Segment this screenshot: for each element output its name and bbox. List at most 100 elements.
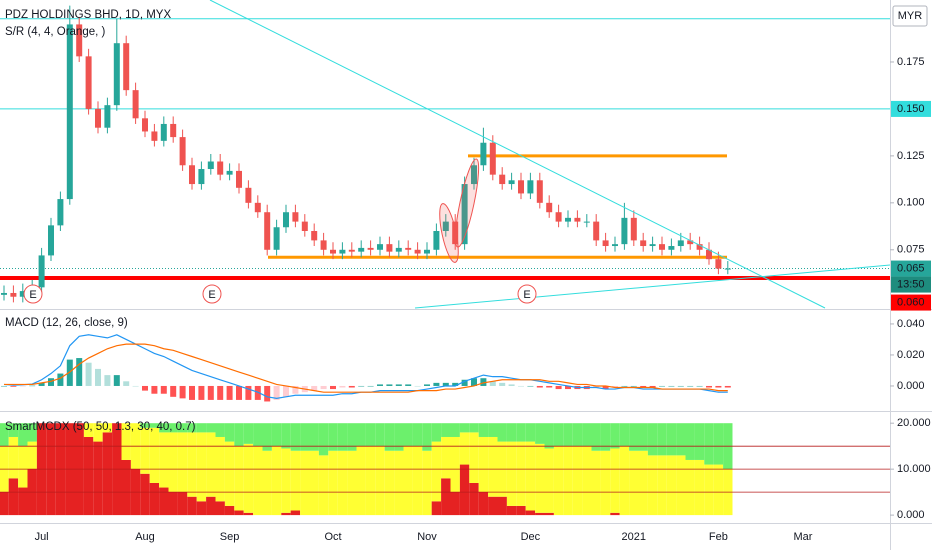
smart-bar bbox=[497, 496, 507, 516]
currency-box[interactable] bbox=[892, 5, 928, 27]
candle-body bbox=[630, 217, 637, 241]
x-tick-label: Oct bbox=[324, 531, 341, 543]
smart-bar bbox=[365, 423, 376, 447]
candle-body bbox=[546, 202, 553, 213]
smart-bar bbox=[591, 423, 601, 451]
candle-body bbox=[320, 240, 327, 250]
candle-body bbox=[518, 180, 524, 194]
smart-bar bbox=[102, 423, 113, 433]
smart-bar bbox=[18, 446, 28, 488]
candle-body bbox=[226, 170, 233, 175]
candle-body bbox=[113, 43, 120, 106]
smart-bar bbox=[309, 423, 319, 451]
smart-bar bbox=[215, 501, 225, 516]
smart-bar bbox=[544, 512, 554, 516]
macd-histogram-bar bbox=[123, 381, 130, 386]
macd-histogram-bar bbox=[10, 385, 17, 387]
smart-bar bbox=[253, 446, 263, 516]
smart-bar bbox=[450, 436, 460, 493]
candle-body bbox=[19, 291, 26, 297]
candle-body bbox=[536, 180, 543, 203]
smart-bar bbox=[694, 423, 705, 460]
smart-bar bbox=[300, 423, 310, 451]
smart-bar bbox=[666, 423, 677, 456]
y-tick-label: 0.075 bbox=[897, 244, 925, 256]
smart-bar bbox=[469, 482, 479, 516]
smart-bar bbox=[657, 455, 667, 516]
macd-histogram-bar bbox=[113, 375, 120, 386]
macd-histogram-bar bbox=[602, 385, 609, 390]
macd-histogram-bar bbox=[283, 385, 289, 397]
smart-bar bbox=[441, 423, 451, 437]
candle-body bbox=[198, 169, 205, 185]
candle-body bbox=[489, 142, 496, 175]
y-tick-label: 0.000 bbox=[897, 380, 925, 392]
smart-bar bbox=[196, 501, 207, 516]
smart-bar bbox=[271, 423, 282, 447]
smart-bar bbox=[441, 478, 451, 516]
macd-title: MACD (12, 26, close, 9) bbox=[5, 317, 128, 329]
macd-histogram-bar bbox=[95, 368, 101, 386]
candle-body bbox=[132, 90, 139, 119]
macd-histogram-bar bbox=[292, 385, 299, 394]
smart-bar bbox=[685, 459, 695, 516]
smart-bar bbox=[281, 448, 291, 513]
smart-bar bbox=[140, 473, 150, 516]
smart-bar bbox=[168, 432, 178, 493]
smart-bar bbox=[619, 446, 630, 516]
smart-bar bbox=[422, 423, 432, 451]
smart-bar bbox=[196, 432, 207, 502]
y-tick-label: 0.000 bbox=[897, 509, 925, 521]
smart-bar bbox=[347, 450, 357, 516]
macd-histogram-bar bbox=[640, 385, 647, 388]
event-marker bbox=[23, 284, 43, 304]
macd-histogram-bar bbox=[377, 384, 383, 386]
smart-bar bbox=[563, 446, 573, 516]
x-tick-label: Sep bbox=[220, 531, 240, 543]
macd-histogram-bar bbox=[546, 385, 553, 388]
candle-body bbox=[621, 217, 628, 245]
candle-body bbox=[442, 221, 449, 231]
last-price-label: 0.065 bbox=[897, 262, 925, 274]
smart-bar bbox=[384, 450, 395, 516]
currency[interactable]: MYR bbox=[898, 10, 923, 22]
price-label-box bbox=[891, 100, 931, 117]
smart-bar bbox=[140, 423, 150, 428]
smart-bar bbox=[610, 423, 620, 449]
macd-histogram-bar bbox=[621, 385, 628, 387]
smart-bar bbox=[159, 487, 169, 516]
smart-bar bbox=[394, 450, 404, 516]
macd-histogram-bar bbox=[489, 381, 496, 386]
smart-bar bbox=[431, 441, 442, 502]
macd-histogram-bar bbox=[330, 385, 336, 390]
macd-histogram-bar bbox=[358, 385, 365, 387]
candle-body bbox=[217, 161, 224, 175]
candle-body bbox=[424, 249, 430, 254]
smart-bar bbox=[262, 450, 272, 516]
candle-body bbox=[574, 217, 581, 222]
smart-bar bbox=[384, 423, 395, 451]
smart-bar bbox=[431, 423, 442, 442]
smart-bar bbox=[713, 464, 724, 516]
x-tick-label: Dec bbox=[521, 531, 541, 543]
candle-body bbox=[264, 212, 271, 250]
x-tick-label: 2021 bbox=[622, 531, 646, 543]
smart-bar bbox=[525, 423, 536, 442]
labels: PDZ HOLDINGS BHD, 1D, MYX S/R (4, 4, Ora… bbox=[5, 5, 928, 433]
macd-histogram-bar bbox=[48, 378, 54, 386]
macd-histogram-bar bbox=[527, 385, 534, 387]
macd-histogram-bar bbox=[668, 385, 675, 387]
smart-bar bbox=[149, 427, 160, 483]
x-tick-label: Feb bbox=[709, 531, 728, 543]
smart-bar bbox=[290, 510, 301, 516]
candle-body bbox=[330, 249, 336, 254]
candle-body bbox=[142, 118, 148, 132]
macd-histogram-bar bbox=[189, 385, 195, 400]
smart-bar bbox=[591, 450, 601, 516]
candle-body bbox=[48, 225, 54, 256]
candle-body bbox=[10, 292, 17, 297]
smart-bar bbox=[676, 423, 686, 456]
macd-histogram-bar bbox=[518, 385, 524, 387]
y-tick-label: 0.100 bbox=[897, 197, 925, 209]
event-label: E bbox=[29, 289, 36, 301]
